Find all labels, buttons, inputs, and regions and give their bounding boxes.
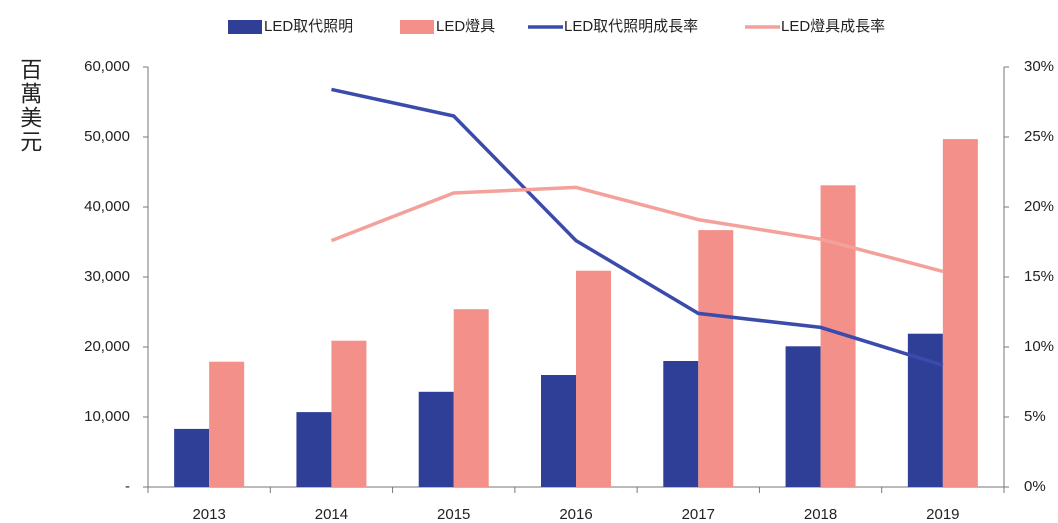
y-axis-label: 百萬美元	[17, 58, 42, 154]
legend-label: LED取代照明	[264, 18, 353, 35]
x-tick-label: 2017	[682, 506, 715, 523]
bar	[418, 391, 454, 487]
legend-label: LED取代照明成長率	[564, 18, 698, 35]
y-tick-label: -	[125, 478, 130, 495]
legend-label: LED燈具	[436, 18, 495, 35]
y-tick-label: 30,000	[84, 268, 130, 285]
bar	[576, 270, 611, 487]
bar	[174, 428, 210, 487]
y2-tick-label: 0%	[1024, 478, 1046, 495]
y-tick-label: 10,000	[84, 408, 130, 425]
legend-swatch	[228, 20, 262, 34]
legend-label: LED燈具成長率	[781, 18, 885, 35]
y2-tick-label: 20%	[1024, 198, 1054, 215]
bar	[663, 361, 699, 487]
bar	[785, 346, 821, 487]
y2-tick-label: 5%	[1024, 408, 1046, 425]
x-tick-label: 2013	[192, 506, 225, 523]
x-tick-label: 2015	[437, 506, 470, 523]
y-tick-label: 40,000	[84, 198, 130, 215]
legend-swatch	[400, 20, 434, 34]
x-tick-label: 2018	[804, 506, 837, 523]
x-tick-label: 2019	[926, 506, 959, 523]
bar	[296, 412, 332, 487]
bar	[209, 361, 245, 487]
x-tick-label: 2016	[559, 506, 592, 523]
bar	[942, 139, 978, 487]
line	[331, 87, 944, 367]
y-tick-label: 50,000	[84, 128, 130, 145]
y2-tick-label: 25%	[1024, 128, 1054, 145]
line	[330, 185, 944, 274]
y2-tick-label: 10%	[1024, 338, 1054, 355]
y2-tick-label: 15%	[1024, 268, 1054, 285]
bar	[331, 340, 367, 487]
y2-tick-label: 30%	[1024, 58, 1054, 75]
bar	[453, 309, 489, 487]
y-tick-label: 20,000	[84, 338, 130, 355]
x-tick-label: 2014	[315, 506, 348, 523]
bar	[698, 230, 734, 487]
y-tick-label: 60,000	[84, 58, 130, 75]
bar	[541, 375, 576, 487]
